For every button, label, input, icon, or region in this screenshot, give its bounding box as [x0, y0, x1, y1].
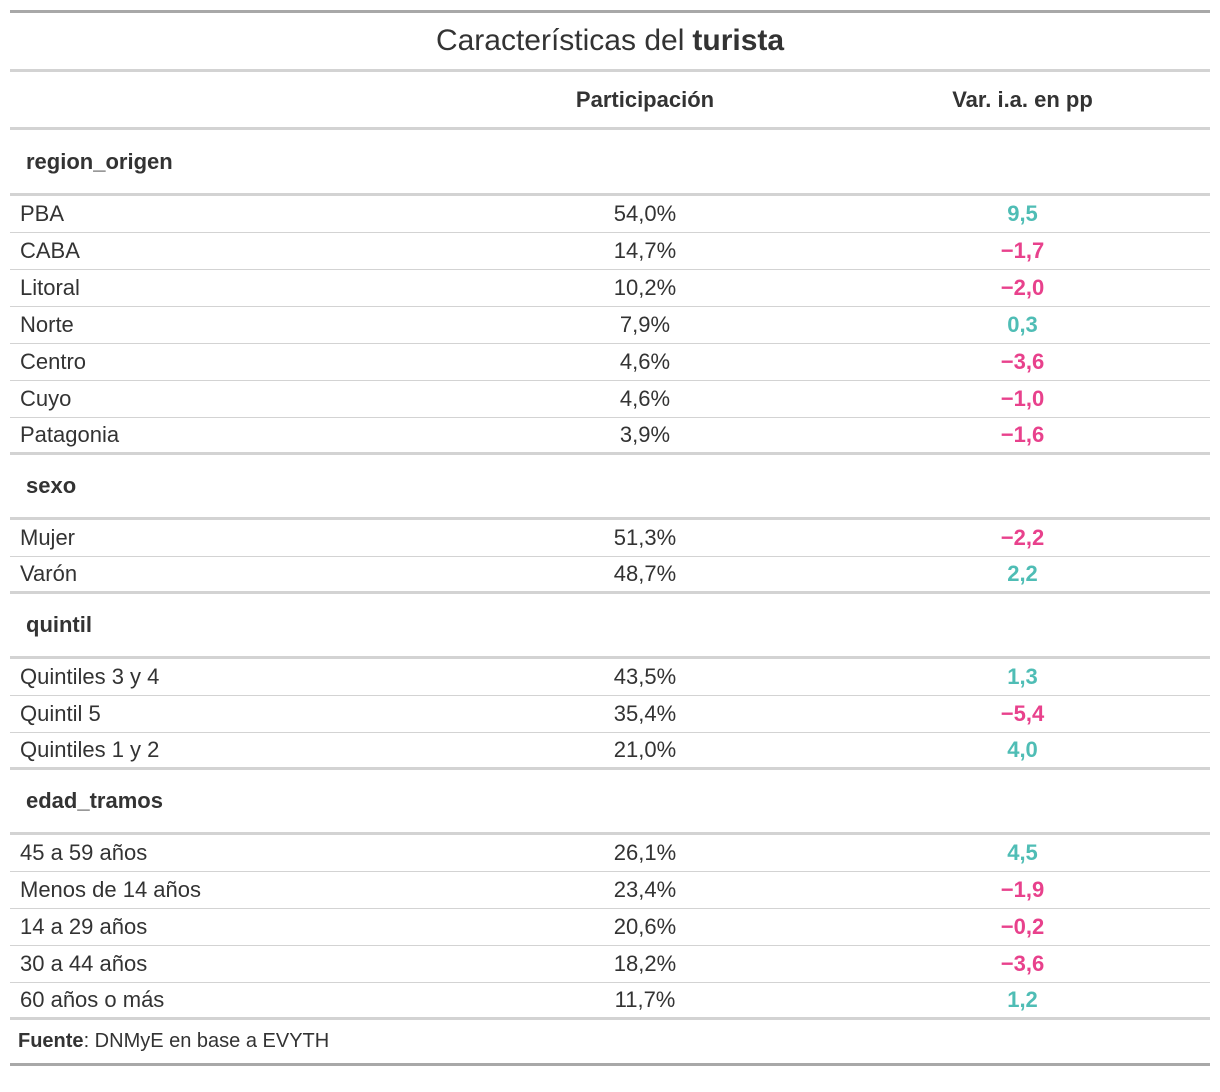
- row-variacion: −3,6: [1000, 349, 1045, 374]
- row-variacion: 4,0: [1007, 737, 1038, 762]
- row-label: PBA: [20, 201, 65, 226]
- table-body: region_origen PBA 54,0% 9,5 CABA 14,7% −1,7 Lit…: [10, 130, 1210, 1020]
- table-row: Litoral 10,2% −2,0: [10, 270, 1210, 307]
- table-row: CABA 14,7% −1,7: [10, 233, 1210, 270]
- column-header-participacion: Participación: [575, 86, 715, 112]
- row-variacion: −1,0: [1000, 386, 1045, 411]
- table-row: 60 años o más 11,7% 1,2: [10, 983, 1210, 1020]
- group-header-edad-tramos: edad_tramos: [10, 770, 1210, 835]
- row-participacion: 10,2%: [613, 275, 677, 300]
- row-label: Norte: [20, 312, 74, 337]
- row-variacion: 2,2: [1007, 561, 1038, 586]
- row-label: Quintiles 3 y 4: [20, 664, 160, 689]
- row-participacion: 51,3%: [613, 525, 677, 550]
- table-title-light: Características del: [435, 24, 685, 57]
- column-header-variacion: Var. i.a. en pp: [952, 86, 1093, 112]
- row-variacion: −3,6: [1000, 951, 1045, 976]
- source-label: Fuente: [18, 1030, 84, 1052]
- table-row: 45 a 59 años 26,1% 4,5: [10, 835, 1210, 872]
- table-row: Menos de 14 años 23,4% −1,9: [10, 872, 1210, 909]
- column-header-row: Participación Var. i.a. en pp: [10, 72, 1210, 130]
- row-variacion: −2,0: [1000, 275, 1045, 300]
- row-label: Menos de 14 años: [20, 877, 202, 902]
- row-participacion: 20,6%: [613, 914, 677, 939]
- row-label: CABA: [20, 238, 80, 263]
- table-row: Norte 7,9% 0,3: [10, 307, 1210, 344]
- row-participacion: 4,6%: [619, 386, 671, 411]
- row-variacion: 9,5: [1007, 201, 1038, 226]
- row-variacion: −1,9: [1000, 877, 1045, 902]
- row-participacion: 14,7%: [613, 238, 677, 263]
- table-row: Centro 4,6% −3,6: [10, 344, 1210, 381]
- row-participacion: 54,0%: [613, 201, 677, 226]
- row-participacion: 43,5%: [613, 664, 677, 689]
- row-variacion: −1,7: [1000, 238, 1045, 263]
- group-header-quintil: quintil: [10, 594, 1210, 659]
- row-label: Mujer: [20, 525, 76, 550]
- row-participacion: 23,4%: [613, 877, 677, 902]
- table-row: Cuyo 4,6% −1,0: [10, 381, 1210, 418]
- row-label: 30 a 44 años: [20, 951, 148, 976]
- row-variacion: −5,4: [1000, 701, 1045, 726]
- turista-table: Características del turista Participació…: [10, 10, 1210, 1066]
- row-label: Varón: [20, 561, 78, 586]
- table-row: Quintiles 1 y 2 21,0% 4,0: [10, 733, 1210, 770]
- row-participacion: 21,0%: [613, 737, 677, 762]
- row-label: 45 a 59 años: [20, 840, 148, 865]
- row-label: 60 años o más: [20, 987, 165, 1012]
- row-label: Quintiles 1 y 2: [20, 737, 160, 762]
- table-row: Patagonia 3,9% −1,6: [10, 418, 1210, 455]
- row-variacion: 1,3: [1007, 664, 1038, 689]
- row-participacion: 7,9%: [619, 312, 671, 337]
- row-participacion: 48,7%: [613, 561, 677, 586]
- row-variacion: −2,2: [1000, 525, 1045, 550]
- row-variacion: 0,3: [1007, 312, 1038, 337]
- row-participacion: 18,2%: [613, 951, 677, 976]
- row-participacion: 11,7%: [614, 987, 676, 1012]
- table-row: Quintil 5 35,4% −5,4: [10, 696, 1210, 733]
- group-header-sexo: sexo: [10, 455, 1210, 520]
- row-variacion: 4,5: [1007, 840, 1038, 865]
- table-row: Varón 48,7% 2,2: [10, 557, 1210, 594]
- group-header-region-origen: region_origen: [10, 130, 1210, 196]
- source-text: : DNMyE en base a EVYTH: [83, 1030, 330, 1052]
- row-label: 14 a 29 años: [20, 914, 148, 939]
- row-label: Litoral: [20, 275, 80, 300]
- row-label: Quintil 5: [20, 701, 101, 726]
- row-label: Centro: [20, 349, 87, 374]
- table-row: Mujer 51,3% −2,2: [10, 520, 1210, 557]
- table-title: Características del turista: [10, 13, 1210, 72]
- table-row: PBA 54,0% 9,5: [10, 196, 1210, 233]
- row-variacion: −0,2: [1000, 914, 1045, 939]
- table-title-bold: turista: [692, 24, 785, 57]
- table-row: Quintiles 3 y 4 43,5% 1,3: [10, 659, 1210, 696]
- row-participacion: 4,6%: [619, 349, 671, 374]
- row-participacion: 35,4%: [613, 701, 677, 726]
- row-label: Cuyo: [20, 386, 72, 411]
- row-participacion: 3,9%: [619, 422, 671, 447]
- row-participacion: 26,1%: [613, 840, 677, 865]
- row-label: Patagonia: [20, 422, 120, 447]
- row-variacion: −1,6: [1000, 422, 1045, 447]
- row-variacion: 1,2: [1007, 987, 1038, 1012]
- table-row: 14 a 29 años 20,6% −0,2: [10, 909, 1210, 946]
- table-row: 30 a 44 años 18,2% −3,6: [10, 946, 1210, 983]
- table-footer: Fuente: DNMyE en base a EVYTH: [10, 1020, 1210, 1066]
